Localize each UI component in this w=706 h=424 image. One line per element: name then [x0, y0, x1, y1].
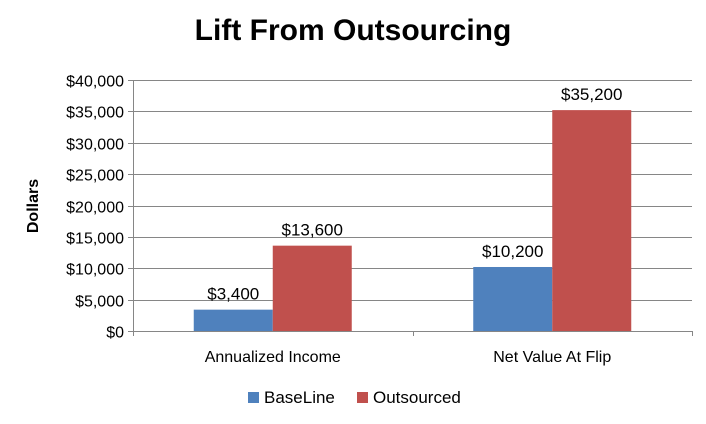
- data-label: $13,600: [282, 221, 343, 240]
- y-tick-label: $5,000: [75, 294, 124, 311]
- bar-baseline-0: [193, 309, 273, 331]
- y-tick-label: $25,000: [66, 168, 124, 185]
- legend-label-outsourced: Outsourced: [373, 388, 461, 407]
- data-label: $10,200: [482, 242, 543, 261]
- data-label: $3,400: [207, 285, 259, 304]
- bar-baseline-1: [473, 266, 553, 331]
- y-tick-label: $20,000: [66, 200, 124, 217]
- bars: [193, 110, 632, 332]
- y-tick-label: $35,000: [66, 105, 124, 122]
- legend-swatch-baseline: [248, 392, 259, 403]
- data-labels: $3,400 $13,600 $10,200 $35,200: [207, 85, 622, 304]
- chart-title: Lift From Outsourcing: [194, 14, 512, 47]
- x-tick-label: Net Value At Flip: [493, 349, 611, 366]
- legend-label-baseline: BaseLine: [264, 388, 335, 407]
- x-tick-label: Annualized Income: [205, 349, 341, 366]
- y-tick-label: $15,000: [66, 231, 124, 248]
- bar-outsourced-0: [272, 245, 352, 331]
- axes: $0 $5,000 $10,000 $15,000 $20,000 $25,000 $30,…: [66, 74, 693, 366]
- data-label: $35,200: [561, 85, 622, 104]
- legend-swatch-outsourced: [357, 392, 368, 403]
- y-axis-label: Dollars: [25, 179, 42, 233]
- y-tick-label: $40,000: [66, 74, 124, 91]
- y-tick-label: $10,000: [66, 262, 124, 279]
- legend: BaseLine Outsourced: [248, 388, 461, 407]
- y-tick-label: $0: [106, 325, 124, 342]
- bar-outsourced-1: [552, 110, 632, 332]
- y-tick-label: $30,000: [66, 137, 124, 154]
